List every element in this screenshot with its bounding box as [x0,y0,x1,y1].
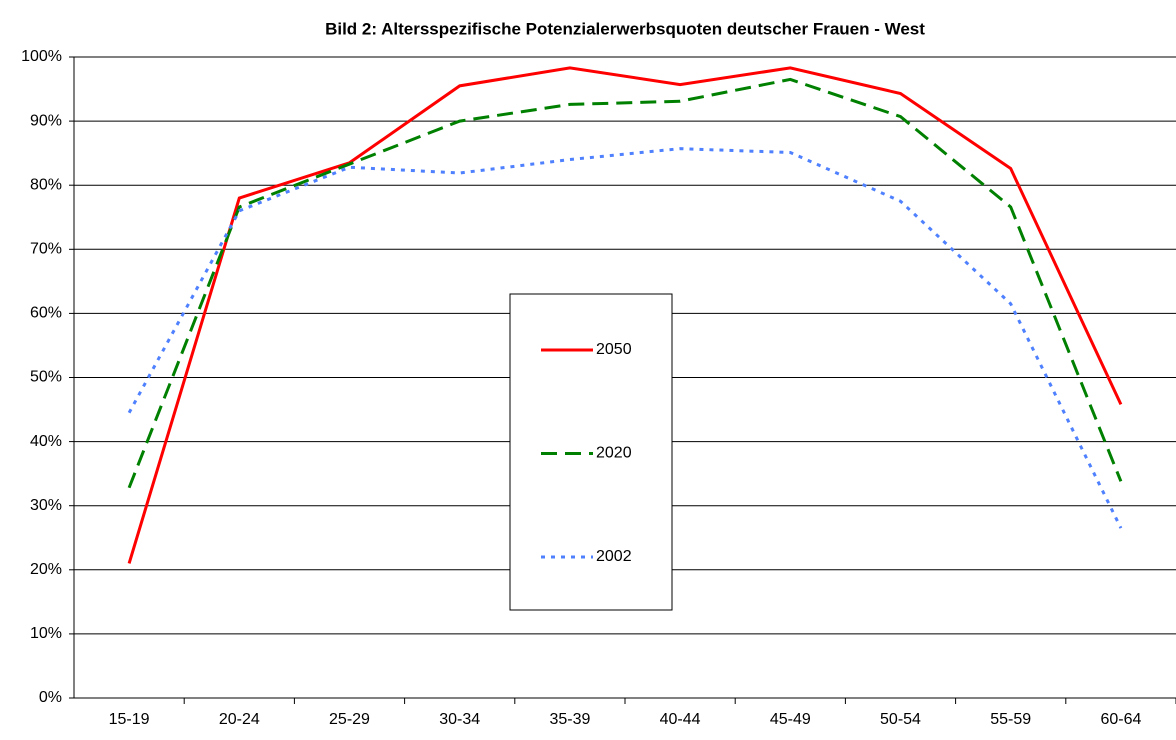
y-tick-label: 20% [30,561,62,578]
y-tick-label: 80% [30,176,62,193]
y-tick-label: 90% [30,112,62,129]
x-tick-label: 30-34 [439,711,480,728]
y-tick-label: 60% [30,305,62,322]
x-tick-label: 45-49 [770,711,811,728]
x-tick-label: 60-64 [1100,711,1141,728]
legend-label: 2020 [596,445,632,462]
x-tick-label: 55-59 [990,711,1031,728]
chart-title: Bild 2: Altersspezifische Potenzialerwer… [325,19,925,38]
x-tick-label: 20-24 [219,711,260,728]
y-tick-label: 40% [30,433,62,450]
y-tick-label: 70% [30,241,62,258]
x-tick-label: 35-39 [549,711,590,728]
x-tick-label: 15-19 [109,711,150,728]
x-tick-label: 40-44 [660,711,701,728]
y-tick-label: 10% [30,625,62,642]
x-tick-label: 50-54 [880,711,921,728]
legend-label: 2050 [596,341,632,358]
y-tick-label: 0% [39,689,62,706]
y-tick-label: 50% [30,369,62,386]
y-tick-label: 100% [21,48,62,65]
legend-label: 2002 [596,548,632,565]
series-line [127,77,1123,489]
series-line [127,66,1123,564]
x-tick-label: 25-29 [329,711,370,728]
y-tick-label: 30% [30,497,62,514]
